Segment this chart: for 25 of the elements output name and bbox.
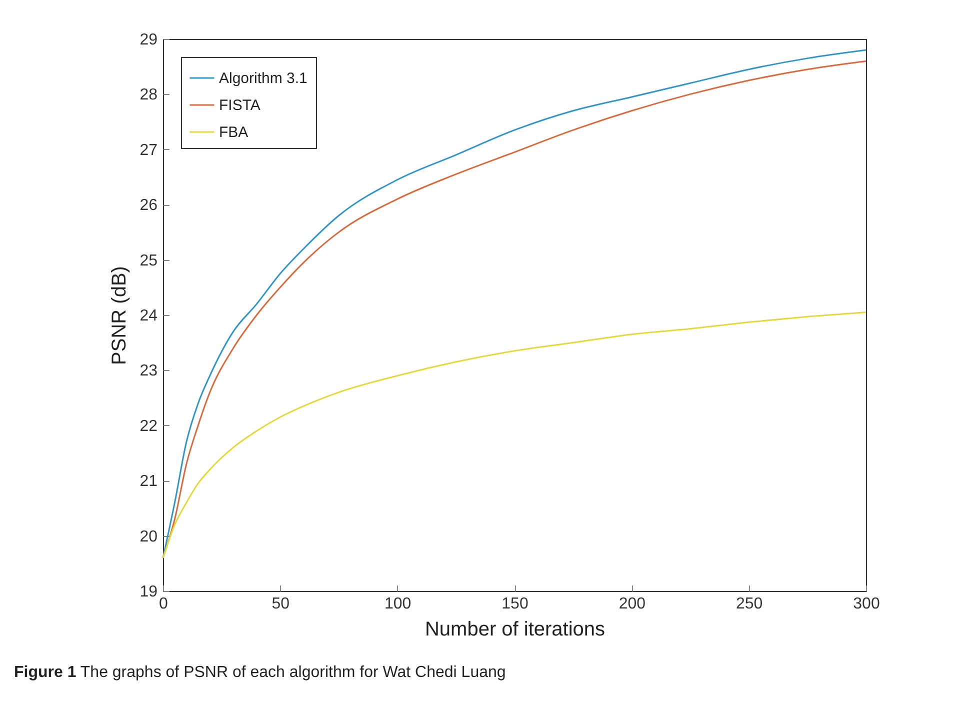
y-tick-label: 23 (140, 362, 158, 380)
y-tick-label: 20 (140, 528, 158, 546)
y-tick-label: 26 (140, 197, 158, 214)
y-axis-title: PSNR (dB) (108, 266, 131, 365)
y-tick-label: 22 (140, 418, 158, 435)
x-tick-label: 300 (853, 596, 880, 612)
x-tick-label: 250 (736, 596, 763, 612)
y-tick-label: 24 (140, 308, 158, 324)
x-tick-label: 100 (384, 596, 412, 612)
y-tick-label: 21 (140, 473, 158, 490)
legend-label: Algorithm 3.1 (219, 70, 308, 87)
y-tick-label: 28 (140, 86, 158, 104)
x-tick-label: 150 (502, 596, 528, 612)
x-axis-title: Number of iterations (424, 618, 606, 640)
y-tick-label: 19 (140, 584, 158, 600)
line-series (162, 311, 867, 559)
x-tick-label: 0 (159, 596, 168, 612)
x-tick-label: 200 (618, 596, 646, 612)
legend-label: FISTA (219, 97, 260, 114)
y-tick-label: 29 (140, 32, 158, 48)
y-tick-label: 25 (140, 252, 158, 270)
caption: Figure 1 The graphs of PSNR of each algorithm for Wat Chedi Luang (14, 664, 506, 682)
x-tick-label: 50 (272, 596, 290, 612)
legend-label: FBA (219, 124, 248, 141)
y-tick-label: 27 (140, 142, 158, 159)
